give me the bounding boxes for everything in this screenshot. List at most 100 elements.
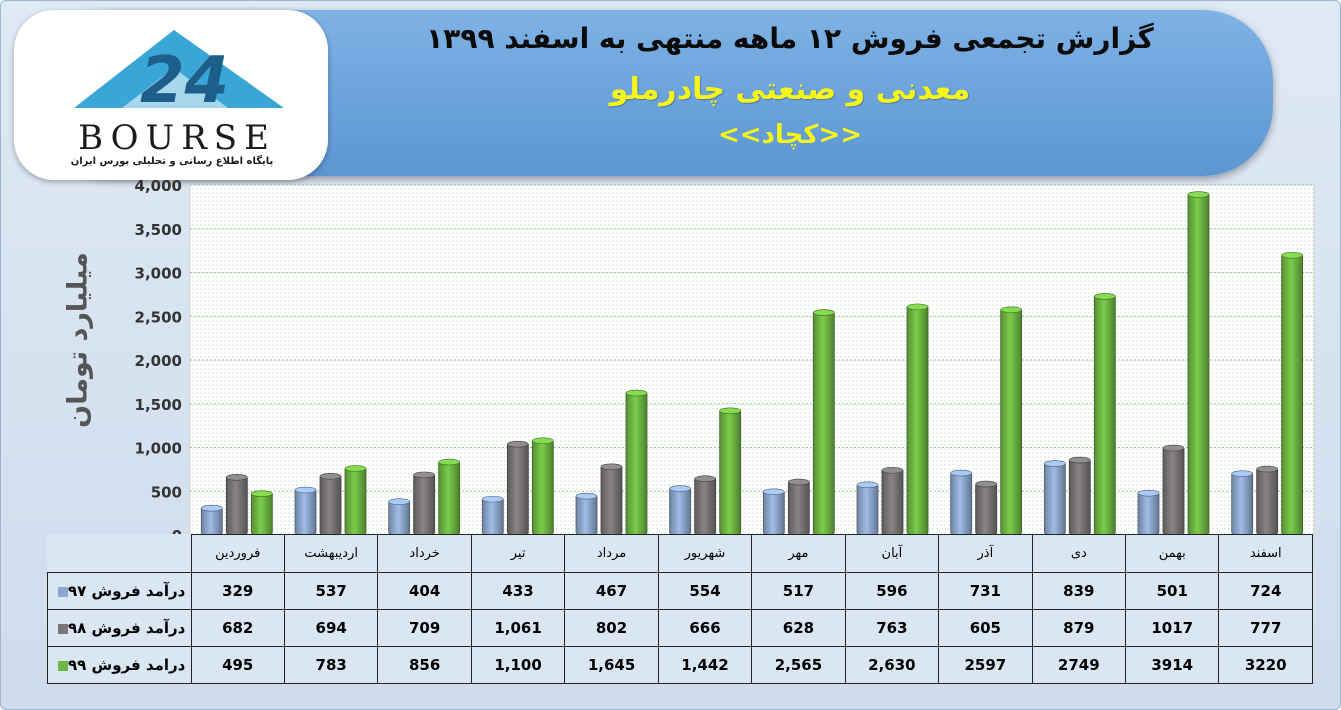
- bar-cap: [719, 407, 741, 415]
- bar-series3-1: [250, 491, 273, 536]
- table-cell-value: 2,565: [751, 646, 846, 684]
- bar-series2-1: [225, 474, 248, 536]
- bar-series2-4: [506, 441, 529, 536]
- table-cell-value: 777: [1218, 609, 1313, 647]
- y-tick-label: 3,000: [135, 265, 182, 283]
- bar-cap: [1000, 306, 1022, 314]
- table-cell-value: 517: [751, 572, 846, 610]
- series-name: درآمد فروش ۹۷: [68, 582, 186, 600]
- bar-cap: [625, 389, 648, 397]
- y-tick-label: 500: [151, 483, 182, 501]
- bar-cap: [1281, 251, 1303, 259]
- table-cell-value: 694: [283, 609, 379, 647]
- table-cell-value: 501: [1125, 572, 1220, 610]
- bar-cap: [1231, 470, 1253, 477]
- bar-cap: [669, 485, 691, 492]
- category-label: مرداد: [564, 534, 659, 573]
- logo-wordmark: BOURSE: [78, 118, 276, 158]
- table-cell-value: 682: [190, 609, 285, 647]
- table-row: درآمد فروش ۹۸ 682 694 709 1,061 802 666 628 763 6…: [47, 609, 1313, 647]
- table-cell-value: 554: [657, 572, 753, 610]
- bar-series1-3: [388, 499, 411, 536]
- legend-swatch: [58, 623, 68, 634]
- bar-cap: [532, 437, 554, 445]
- bar-series3-2: [344, 466, 367, 536]
- bar-series1-12: [1231, 471, 1254, 536]
- table-cell-value: 605: [938, 609, 1033, 647]
- bar-cap: [881, 466, 904, 474]
- table-cell-value: 856: [377, 646, 472, 684]
- bar-series3-5: [625, 390, 648, 536]
- bar-cap: [694, 475, 716, 483]
- bourse-logo: 24 BOURSE پایگاه اطلاع رسانی و تحلیلی بو…: [14, 10, 328, 180]
- table-row: درامد فروش ۹۹ 495 783 856 1,100 1,645 1,442 2,5…: [47, 646, 1313, 684]
- bar-cap: [575, 492, 598, 500]
- bar-cap: [1137, 489, 1160, 497]
- bar-cap: [251, 490, 273, 497]
- table-cell-value: 1,061: [470, 609, 566, 647]
- bar-cap: [813, 309, 835, 316]
- table-cell-value: 433: [470, 572, 566, 610]
- bar-cap: [1044, 460, 1066, 467]
- table-cell-value: 731: [938, 572, 1033, 610]
- category-label: خرداد: [377, 534, 472, 573]
- series-name: درآمد فروش ۹۸: [68, 619, 186, 637]
- bar-cap: [319, 472, 342, 480]
- bar-series3-6: [719, 408, 742, 536]
- table-cell-value: 709: [377, 609, 472, 647]
- series-legend-cell: درآمد فروش ۹۸: [47, 609, 192, 647]
- category-label: آبان: [844, 534, 940, 573]
- bar-cap: [600, 463, 623, 471]
- bar-cap: [1162, 444, 1185, 452]
- table-cell-value: 666: [657, 609, 753, 647]
- bar-series2-5: [600, 464, 623, 536]
- category-label: اسفند: [1218, 534, 1313, 573]
- category-label: بهمن: [1125, 534, 1220, 573]
- bar-cap: [438, 458, 460, 466]
- bar-series2-12: [1256, 466, 1279, 536]
- y-tick-label: 2,500: [135, 308, 182, 326]
- table-cell-value: 3220: [1218, 646, 1313, 684]
- logo-tagline: پایگاه اطلاع رسانی و تحلیلی بورس ایران: [70, 156, 274, 167]
- bar-series1-8: [856, 482, 879, 536]
- y-tick-label: 3,500: [135, 221, 182, 239]
- bar-cap: [201, 504, 223, 512]
- category-label: تیر: [470, 534, 566, 573]
- table-cell-value: 2749: [1031, 646, 1127, 684]
- bar-series1-2: [294, 487, 317, 536]
- bar-cap: [1069, 456, 1091, 464]
- bar-series3-4: [531, 438, 554, 536]
- table-cell-value: 879: [1031, 609, 1127, 647]
- bar-series2-8: [881, 467, 904, 536]
- bar-cap: [788, 478, 810, 486]
- bar-cap: [763, 488, 785, 496]
- bar-series3-11: [1187, 192, 1210, 536]
- y-tick-label: 1,500: [135, 396, 182, 414]
- bar-cap: [856, 481, 879, 489]
- bar-cap: [344, 465, 367, 472]
- bar-series2-9: [975, 481, 998, 536]
- bar-series2-6: [694, 476, 717, 536]
- table-cell-value: 802: [564, 609, 659, 647]
- bar-series1-4: [481, 496, 504, 536]
- bar-cap: [226, 474, 248, 481]
- bar-cap: [413, 471, 435, 479]
- bar-series2-10: [1068, 457, 1091, 536]
- table-cell-value: 1,442: [657, 646, 753, 684]
- company-name: معدنی و صنعتی چادرملو: [609, 72, 971, 107]
- bar-cap: [507, 440, 529, 448]
- bar-cap: [1187, 191, 1210, 198]
- table-cell-value: 1,645: [564, 646, 659, 684]
- legend-swatch: [58, 586, 68, 597]
- bar-cap: [950, 469, 972, 477]
- bar-cap: [482, 495, 504, 503]
- bar-cap: [294, 486, 317, 494]
- table-cell-value: 404: [377, 572, 472, 610]
- report-title: گزارش تجمعی فروش ۱۲ ماهه منتهی به اسفند …: [426, 22, 1154, 55]
- category-label: فروردین: [190, 534, 285, 573]
- table-cell-value: 3914: [1125, 646, 1220, 684]
- table-cell-value: 329: [190, 572, 285, 610]
- table-header-row: فروردین اردیبهشت خرداد تیر مرداد شهریور مهر آبا…: [47, 534, 1313, 573]
- bar-series1-5: [575, 493, 598, 536]
- table-cell-value: 724: [1218, 572, 1313, 610]
